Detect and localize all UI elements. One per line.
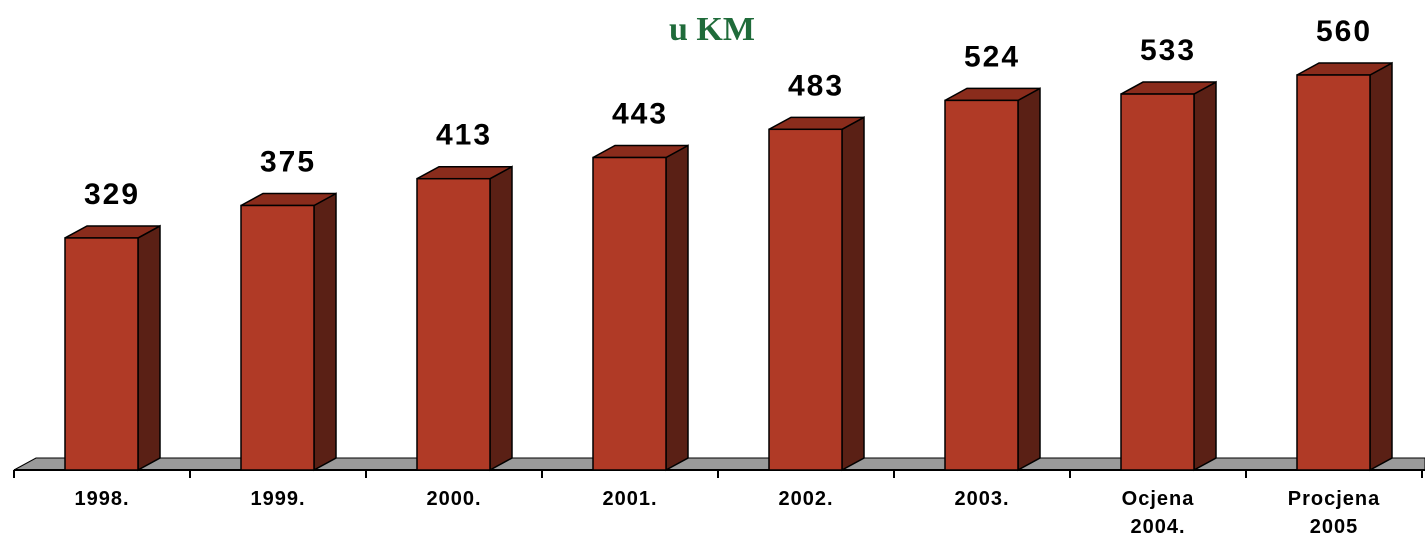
x-tick-label: 2001. xyxy=(602,488,657,510)
x-tick-label: Procjena 2005 xyxy=(1288,488,1380,538)
x-tick-label: Ocjena 2004. xyxy=(1122,488,1195,538)
bar-side xyxy=(665,144,689,472)
bar-side xyxy=(1369,61,1393,472)
bar xyxy=(768,128,843,471)
bar-side xyxy=(137,224,161,472)
data-label: 483 xyxy=(788,69,844,102)
bar xyxy=(416,177,491,471)
bar-side xyxy=(1193,80,1217,472)
x-tick-label: 2002. xyxy=(778,488,833,510)
bar xyxy=(240,204,315,471)
x-tick-label: 1998. xyxy=(74,488,129,510)
chart-title: u KM xyxy=(669,11,755,48)
data-label: 375 xyxy=(260,145,316,178)
bar-side xyxy=(841,116,865,472)
data-label: 533 xyxy=(1140,34,1196,67)
data-label: 329 xyxy=(84,178,140,211)
x-tick-label: 2000. xyxy=(426,488,481,510)
data-label: 413 xyxy=(436,119,492,152)
x-tick-label: 2003. xyxy=(954,488,1009,510)
bar xyxy=(944,99,1019,471)
bar xyxy=(1296,74,1371,471)
bar-side xyxy=(489,165,513,472)
data-label: 560 xyxy=(1316,15,1372,48)
data-label: 524 xyxy=(964,40,1020,73)
bar-side xyxy=(313,192,337,472)
data-label: 443 xyxy=(612,98,668,131)
x-tick-label: 1999. xyxy=(250,488,305,510)
bar-side xyxy=(1017,87,1041,472)
bar xyxy=(64,237,139,471)
bar xyxy=(592,156,667,471)
bar xyxy=(1120,93,1195,471)
